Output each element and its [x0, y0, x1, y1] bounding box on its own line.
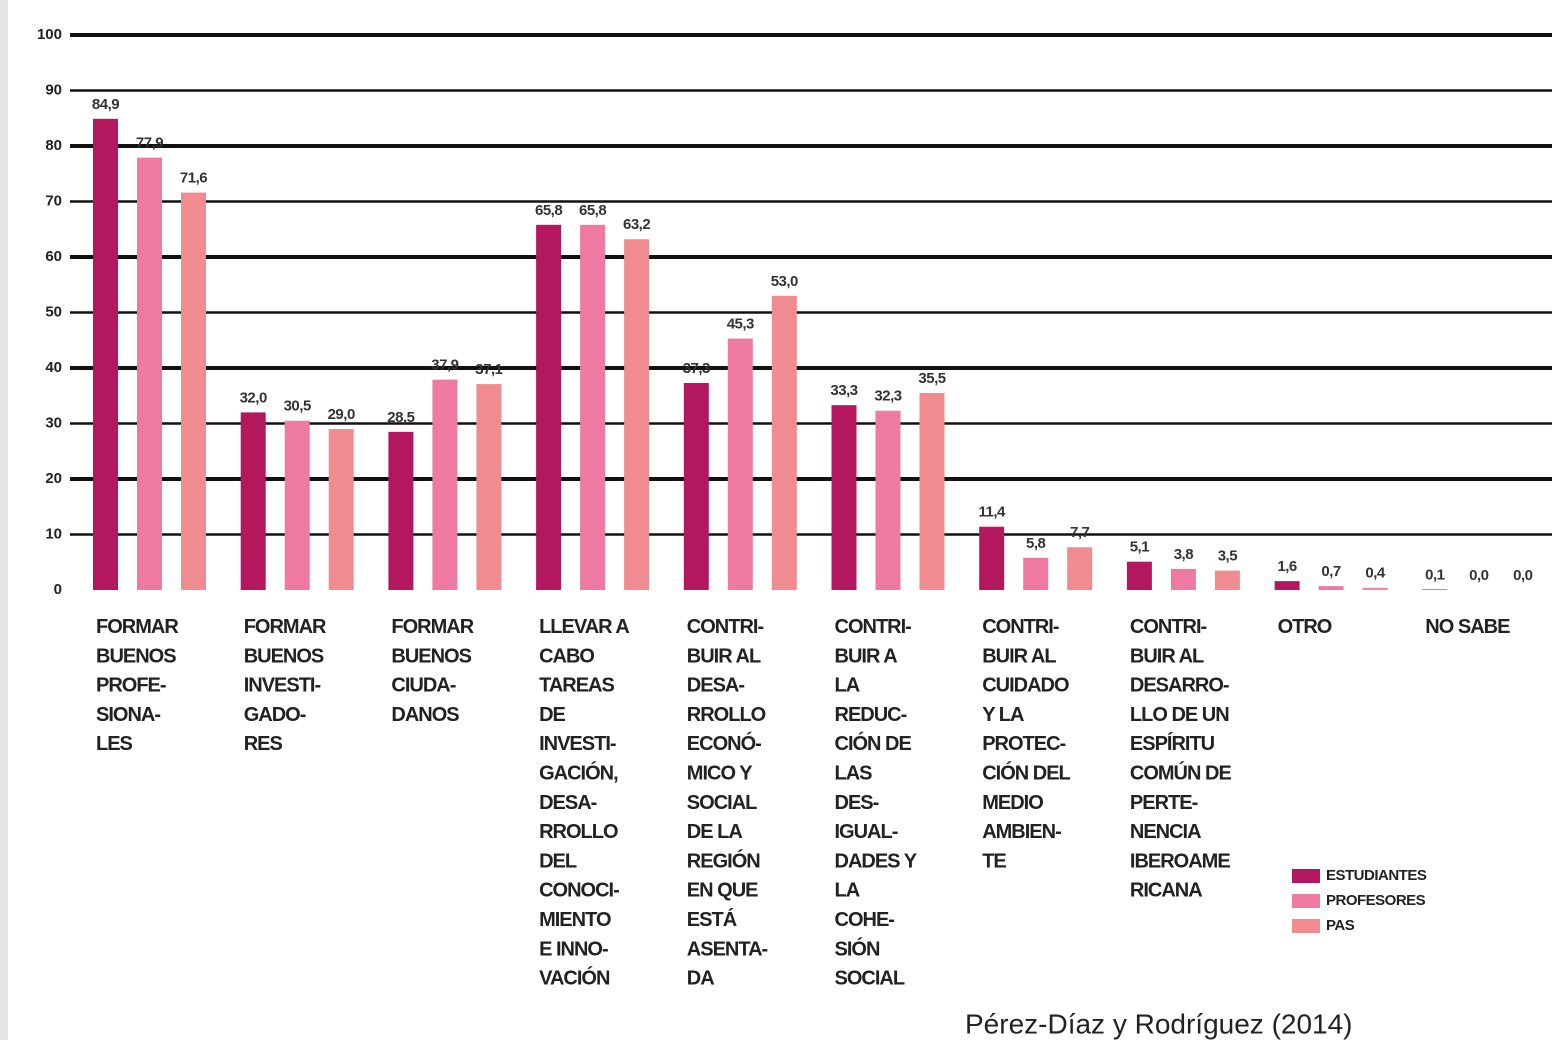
- bar: [388, 431, 414, 590]
- x-tick-label: CONTRI-BUIR AL CUIDADO Y LA PROTEC-CIÓN DEL…: [982, 616, 1070, 872]
- bar: [727, 338, 753, 590]
- bar: [93, 118, 118, 591]
- value-label: 35,5: [918, 370, 945, 387]
- value-label: 11,4: [979, 504, 1007, 521]
- value-label: 53,0: [771, 273, 798, 290]
- value-label: 0,7: [1321, 563, 1341, 580]
- value-label: 84,9: [92, 96, 119, 113]
- bar: [1170, 568, 1196, 590]
- value-label: 37,3: [683, 360, 710, 377]
- value-label: 65,8: [535, 202, 562, 219]
- legend-swatch: [1292, 894, 1320, 908]
- bar: [683, 382, 709, 590]
- legend-swatch: [1292, 919, 1320, 933]
- y-tick-label: 10: [45, 525, 62, 542]
- bar: [181, 192, 206, 590]
- value-label: 29,0: [328, 406, 355, 423]
- bar: [1126, 561, 1152, 590]
- y-tick-label: 70: [45, 192, 62, 209]
- bar: [771, 295, 797, 590]
- bar: [1067, 547, 1093, 590]
- y-tick-label: 80: [45, 137, 62, 154]
- value-label: 77,9: [136, 135, 163, 152]
- bar: [979, 526, 1005, 590]
- y-tick-label: 40: [45, 359, 62, 376]
- legend-label: PROFESORES: [1326, 892, 1426, 909]
- y-tick-label: 100: [37, 26, 62, 43]
- x-tick-label: CONTRI-BUIR AL DESA-RROLLO ECONÓ-MICO Y SOC…: [687, 616, 768, 990]
- value-label: 0,1: [1425, 566, 1445, 583]
- x-tick-label: FORMAR BUENOS CIUDA-DANOS: [391, 616, 474, 726]
- bar: [580, 224, 606, 590]
- value-label: 3,5: [1218, 548, 1238, 565]
- bar: [1318, 586, 1344, 590]
- bar: [831, 405, 857, 590]
- value-label: 71,6: [180, 170, 207, 187]
- legend-label: PAS: [1326, 917, 1355, 934]
- value-label: 37,1: [475, 361, 502, 378]
- value-label: 0,4: [1365, 565, 1386, 582]
- value-label: 33,3: [830, 382, 857, 399]
- value-label: 37,9: [431, 357, 458, 374]
- bar: [1422, 589, 1448, 590]
- value-label: 45,3: [727, 316, 754, 333]
- value-label: 1,6: [1277, 558, 1297, 575]
- x-tick-label: FORMAR BUENOS PROFE-SIONA-LES: [96, 616, 179, 755]
- bar: [328, 429, 354, 590]
- y-tick-label: 0: [54, 581, 62, 598]
- x-tick-label: NO SABE: [1425, 616, 1510, 638]
- value-label: 32,3: [874, 388, 901, 405]
- bar: [284, 420, 310, 590]
- bar: [1023, 557, 1049, 590]
- bar: [1274, 581, 1300, 590]
- value-label: 3,8: [1174, 546, 1194, 563]
- x-tick-label: OTRO: [1278, 616, 1332, 638]
- x-tick-label: LLEVAR A CABO TAREAS DE INVESTI-GACIÓN, DESA-…: [539, 616, 629, 990]
- value-label: 28,5: [387, 409, 414, 426]
- x-tick-label: CONTRI-BUIR AL DESARRO-LLO DE UN ESPÍRITU C…: [1130, 616, 1232, 902]
- value-label: 5,1: [1130, 539, 1150, 556]
- y-tick-label: 50: [45, 303, 62, 320]
- value-label: 65,8: [579, 202, 606, 219]
- source: Pérez-Díaz y Rodríguez (2014): [965, 1008, 1353, 1039]
- bar: [919, 392, 945, 590]
- bar: [1362, 587, 1388, 590]
- bar: [137, 157, 162, 590]
- value-label: 7,7: [1070, 524, 1090, 541]
- bar: [1214, 570, 1240, 590]
- y-tick-label: 20: [45, 470, 62, 487]
- value-label: 32,0: [240, 389, 267, 406]
- legend-swatch: [1292, 869, 1320, 883]
- value-label: 30,5: [284, 398, 311, 415]
- value-label: 5,8: [1026, 535, 1046, 552]
- value-label: 63,2: [623, 216, 650, 233]
- bar: [240, 412, 266, 590]
- x-tick-label: FORMAR BUENOS INVESTI-GADO-RES: [244, 616, 327, 755]
- value-label: 0,0: [1513, 567, 1533, 584]
- value-label: 0,0: [1469, 567, 1489, 584]
- bar: [432, 379, 458, 590]
- bar: [476, 384, 502, 590]
- y-tick-label: 60: [45, 248, 62, 265]
- y-tick-label: 90: [45, 81, 62, 98]
- x-tick-label: CONTRI-BUIR A LA REDUC-CIÓN DE LAS DES-IGUAL…: [835, 616, 918, 990]
- y-tick-label: 30: [45, 414, 62, 431]
- bar: [536, 224, 562, 590]
- bar: [875, 410, 901, 590]
- bar: [624, 239, 650, 591]
- page-edge: [0, 0, 8, 1040]
- legend-label: ESTUDIANTES: [1326, 867, 1427, 884]
